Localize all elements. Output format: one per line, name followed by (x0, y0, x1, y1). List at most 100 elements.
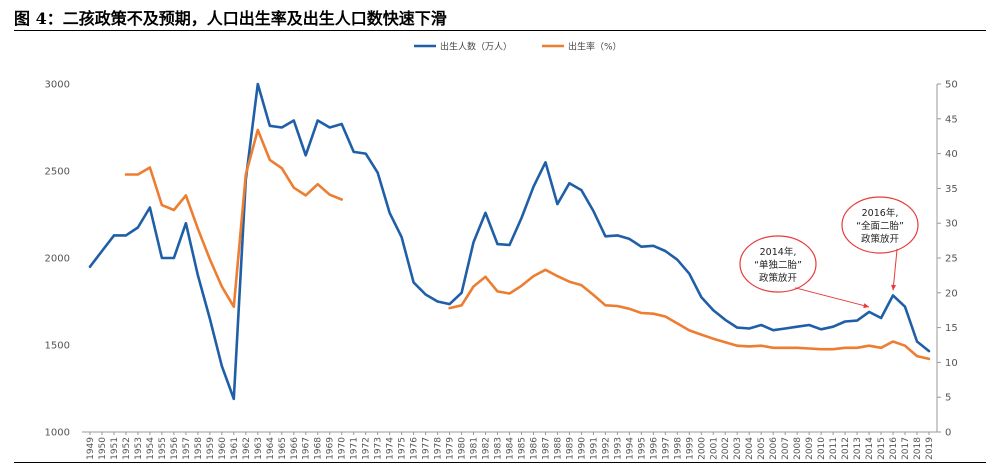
x-tick-label: 1989 (565, 437, 575, 460)
left-y-tick-label: 1500 (45, 341, 70, 352)
x-tick-label: 1984 (506, 437, 516, 460)
x-tick-label: 2005 (757, 437, 767, 460)
right-y-tick-label: 30 (945, 219, 958, 230)
x-tick-label: 1965 (278, 437, 288, 460)
x-tick-label: 2001 (709, 437, 719, 460)
right-y-tick-label: 50 (945, 80, 958, 91)
x-tick-label: 1949 (86, 437, 96, 460)
x-tick-label: 1972 (362, 437, 372, 460)
title-rule (14, 30, 986, 31)
x-tick-label: 1982 (482, 437, 492, 460)
x-tick-label: 1999 (685, 437, 695, 460)
x-tick-label: 1969 (326, 437, 336, 460)
annotation-text-line: 政策放开 (861, 233, 900, 245)
x-tick-label: 1995 (637, 437, 647, 460)
x-tick-label: 1978 (434, 437, 444, 460)
x-tick-label: 1962 (242, 437, 252, 460)
annotation-arrow-head (891, 284, 897, 291)
x-tick-label: 1988 (553, 437, 563, 460)
x-tick-label: 1963 (254, 437, 264, 460)
annotation-arrow-line (892, 248, 898, 291)
x-tick-label: 1956 (170, 437, 180, 460)
x-tick-label: 1959 (206, 437, 216, 460)
x-tick-label: 1964 (266, 437, 276, 460)
x-tick-label: 1953 (134, 437, 144, 460)
x-tick-label: 1974 (386, 437, 396, 460)
right-y-tick-label: 35 (945, 184, 958, 195)
x-tick-label: 1957 (182, 437, 192, 460)
annotation-bubble (739, 235, 817, 293)
x-tick-label: 1954 (146, 437, 156, 460)
x-tick-label: 1983 (494, 437, 504, 460)
right-y-tick-label: 40 (945, 149, 958, 160)
x-tick-label: 1975 (398, 437, 408, 460)
left-y-tick-label: 1000 (45, 428, 70, 439)
x-tick-label: 1968 (314, 437, 324, 460)
annotation-callout: 2014年,“单独二胎”政策放开 (739, 235, 870, 309)
x-tick-label: 1951 (110, 437, 120, 460)
annotation-arrow-head (863, 303, 870, 309)
x-tick-label: 1970 (338, 437, 348, 460)
x-tick-label: 1997 (661, 437, 671, 460)
annotation-callout: 2016年,“全面二胎”政策放开 (841, 196, 919, 291)
x-tick-label: 2013 (853, 437, 863, 460)
legend-label-1: 出生率（%） (568, 41, 622, 53)
x-tick-label: 2007 (781, 437, 791, 460)
x-tick-label: 1958 (194, 437, 204, 460)
x-tick-label: 1976 (410, 437, 420, 460)
x-tick-label: 1950 (98, 437, 108, 460)
x-tick-label: 1990 (577, 437, 587, 460)
x-tick-label: 1979 (446, 437, 456, 460)
x-tick-label: 1960 (218, 437, 228, 460)
right-y-tick-label: 10 (945, 358, 958, 369)
x-tick-label: 2017 (901, 437, 911, 460)
x-tick-label: 2000 (697, 437, 707, 460)
right-y-tick-label: 45 (945, 114, 958, 125)
legend-label-0: 出生人数（万人） (440, 41, 512, 53)
x-tick-label: 1987 (541, 437, 551, 460)
x-tick-label: 1996 (649, 437, 659, 460)
bottom-rule (14, 462, 986, 463)
x-tick-label: 2002 (721, 437, 731, 460)
left-y-tick-label: 2000 (45, 254, 70, 265)
x-tick-label: 1955 (158, 437, 168, 460)
left-y-tick-label: 2500 (45, 167, 70, 178)
x-tick-label: 1977 (422, 437, 432, 460)
x-tick-label: 1986 (529, 437, 539, 460)
series-line-1 (124, 128, 931, 361)
x-tick-label: 1993 (613, 437, 623, 460)
x-tick-label: 2015 (877, 437, 887, 460)
x-tick-label: 2011 (829, 437, 839, 460)
annotation-text-line: 政策放开 (759, 272, 798, 284)
x-tick-label: 2003 (733, 437, 743, 460)
series-layer (88, 82, 931, 401)
series-line-0 (88, 82, 931, 401)
x-tick-label: 1952 (122, 437, 132, 460)
x-tick-label: 2009 (805, 437, 815, 460)
x-tick-label: 2019 (925, 437, 935, 460)
x-tick-label: 2018 (913, 437, 923, 460)
x-tick-label: 1998 (673, 437, 683, 460)
annotation-bubble (841, 196, 919, 254)
x-tick-label: 2010 (817, 437, 827, 460)
x-tick-label: 1961 (230, 437, 240, 460)
annotation-arrow-line (794, 287, 870, 308)
legend: 出生人数（万人） 出生率（%） (414, 41, 622, 53)
annotation-text-line: “全面二胎” (856, 220, 904, 232)
x-tick-label: 1966 (290, 437, 300, 460)
x-tick-label: 2006 (769, 437, 779, 460)
x-tick-label: 1992 (601, 437, 611, 460)
x-tick-label: 1994 (625, 437, 635, 460)
right-y-tick-label: 15 (945, 323, 958, 334)
axes-layer: 1000 1500 2000 2500 3000 0 5 10 15 20 25 30 35 40 45 50… (45, 80, 958, 460)
x-tick-label: 1981 (470, 437, 480, 460)
x-tick-label: 1971 (350, 437, 360, 460)
x-tick-label: 2016 (889, 437, 899, 460)
right-y-tick-label: 0 (945, 428, 951, 439)
x-tick-label: 2014 (865, 437, 875, 460)
x-tick-label: 1973 (374, 437, 384, 460)
x-tick-label: 1985 (517, 437, 527, 460)
annotation-text-line: 2014年, (760, 246, 797, 258)
